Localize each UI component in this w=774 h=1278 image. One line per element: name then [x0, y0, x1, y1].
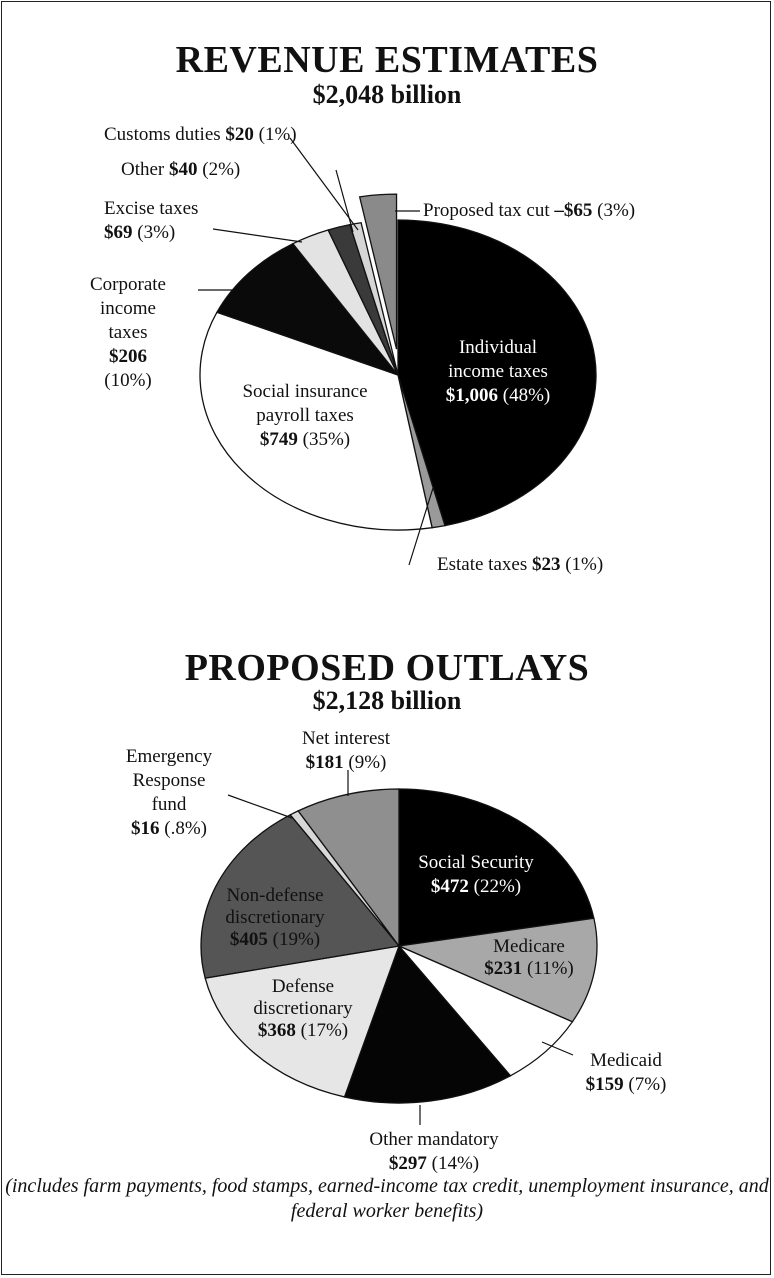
pie-slice-social-insurance-payroll-taxes [199, 311, 433, 531]
label-other: Other $40 (2%) [121, 159, 240, 180]
label-non-defense-discretionary-name: Non-defense [226, 885, 323, 906]
label-medicaid-value: $159 (7%) [586, 1074, 667, 1095]
label-other-mandatory-name: Other mandatory [369, 1129, 499, 1150]
label-defense-discretionary-value: $368 (17%) [258, 1020, 348, 1041]
label-individual-income-taxes-name: income taxes [448, 361, 548, 382]
pie-slice-social-security [398, 788, 595, 947]
label-non-defense-discretionary-name: discretionary [225, 907, 325, 928]
revenue-chart-subtitle: $2,048 billion [312, 80, 462, 109]
outlays-chart-subtitle: $2,128 billion [312, 686, 462, 715]
label-social-insurance-payroll-taxes-name: Social insurance [242, 381, 367, 402]
label-medicare-value: $231 (11%) [484, 958, 574, 979]
leader-line [541, 1041, 574, 1056]
label-net-interest-value: $181 (9%) [306, 752, 387, 773]
pie-slice-net-interest [297, 788, 400, 948]
label-non-defense-discretionary-value: $405 (19%) [230, 929, 320, 950]
label-social-security-value: $472 (22%) [431, 876, 521, 897]
label-corporate-income-taxes-name: taxes [108, 322, 147, 343]
label-defense-discretionary-name: Defense [272, 976, 334, 997]
label-emergency-response-fund-name: fund [152, 794, 187, 815]
label-emergency-response-fund-name: Response [133, 770, 206, 791]
label-individual-income-taxes-name: Individual [459, 337, 537, 358]
pie-slice-corporate-income-taxes [216, 242, 400, 377]
other-mandatory-note: (includes farm payments, food stamps, ea… [5, 1175, 769, 1222]
pie-slice-non-defense-discretionary [200, 813, 401, 979]
revenue-pie [199, 193, 597, 531]
label-emergency-response-fund-name: Emergency [126, 746, 213, 767]
label-excise-taxes-name: Excise taxes [104, 198, 198, 219]
label-estate-taxes: Estate taxes $23 (1%) [437, 554, 603, 575]
label-corporate-income-taxes-percent: (10%) [104, 370, 151, 391]
pie-slice-medicare [396, 917, 598, 1023]
leader-line [335, 169, 354, 233]
pie-slice-customs-duties [349, 221, 399, 376]
label-net-interest-name: Net interest [302, 728, 391, 749]
leader-line [289, 137, 359, 231]
label-corporate-income-taxes-value: $206 [109, 346, 147, 367]
pie-slice-individual-income-taxes [397, 219, 597, 527]
pie-slice-defense-discretionary [204, 945, 400, 1098]
label-excise-taxes-value: $69 (3%) [104, 222, 175, 243]
leader-line [227, 794, 293, 819]
label-customs-duties: Customs duties $20 (1%) [104, 124, 297, 145]
label-individual-income-taxes-value: $1,006 (48%) [446, 385, 550, 406]
label-corporate-income-taxes-name: income [100, 298, 156, 319]
label-proposed-tax-cut: Proposed tax cut –$65 (3%) [423, 200, 635, 221]
revenue-chart-title: REVENUE ESTIMATES [175, 39, 599, 81]
outlays-chart-title: PROPOSED OUTLAYS [184, 647, 590, 689]
label-defense-discretionary-name: discretionary [253, 998, 353, 1019]
slice-labels: Individual income taxes $1,006 (48%) Estate… [90, 124, 666, 1174]
label-social-insurance-payroll-taxes-name: payroll taxes [256, 405, 354, 426]
pie-slice-proposed-tax-cut [358, 193, 398, 350]
outlays-pie [200, 788, 598, 1104]
label-corporate-income-taxes-name: Corporate [90, 274, 166, 295]
leader-line [408, 487, 434, 566]
leader-line [212, 228, 303, 243]
label-social-security-name: Social Security [418, 852, 534, 873]
pie-slice-other-mandatory [343, 944, 512, 1104]
label-medicare-name: Medicare [493, 936, 565, 957]
label-other-mandatory-value: $297 (14%) [389, 1153, 479, 1174]
label-emergency-response-fund-value: $16 (.8%) [131, 818, 207, 839]
label-medicaid-name: Medicaid [590, 1050, 662, 1071]
label-social-insurance-payroll-taxes-value: $749 (35%) [260, 429, 350, 450]
